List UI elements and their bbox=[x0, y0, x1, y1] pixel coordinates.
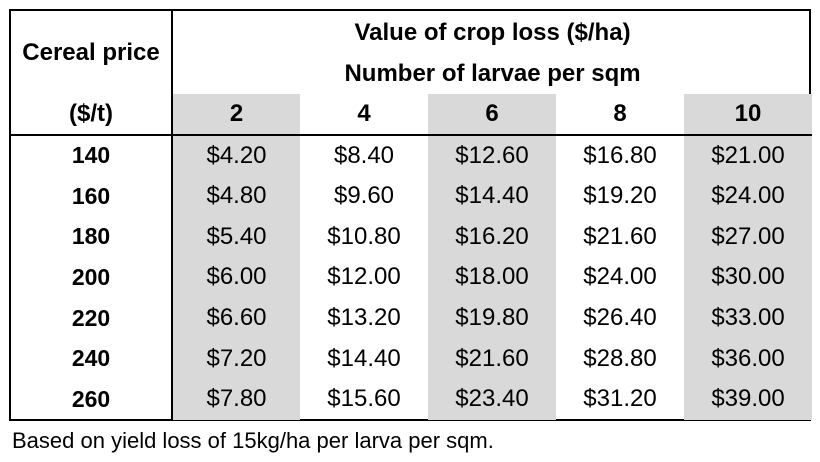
price-header: Cereal price bbox=[11, 11, 173, 94]
value-cell: $18.00 bbox=[428, 257, 556, 298]
value-cell: $30.00 bbox=[684, 257, 813, 298]
density-header: 4 bbox=[300, 94, 428, 136]
value-cell: $21.60 bbox=[583, 222, 657, 250]
value-cell: $9.60 bbox=[333, 182, 395, 210]
value-cell: $39.00 bbox=[684, 379, 813, 420]
value-cell: $24.00 bbox=[684, 175, 813, 217]
value-cell: $5.40 bbox=[172, 216, 300, 258]
value-cell: $14.40 bbox=[428, 175, 556, 217]
table-row: 240 $7.20 $14.40 $21.60 $28.80 $36.00 bbox=[11, 338, 813, 380]
value-cell: $36.00 bbox=[684, 338, 813, 380]
table-row: 180 $5.40 $10.80 $16.20 $21.60 $27.00 bbox=[11, 216, 813, 258]
price-cell: 200 bbox=[11, 257, 173, 298]
value-cell: $23.40 bbox=[428, 379, 556, 420]
density-header: 8 bbox=[556, 94, 684, 136]
table-row: 200 $6.00 $12.00 $18.00 $24.00 $30.00 bbox=[11, 257, 813, 298]
value-cell: $31.20 bbox=[583, 385, 657, 413]
crop-loss-table: Cereal price Value of crop loss ($/ha) N… bbox=[9, 9, 813, 421]
table-subtitle: Number of larvae per sqm bbox=[344, 60, 641, 87]
value-cell: $24.00 bbox=[583, 263, 657, 291]
footnote: Based on yield loss of 15kg/ha per larva… bbox=[12, 428, 494, 453]
value-cell: $7.20 bbox=[172, 338, 300, 380]
value-cell: $12.00 bbox=[327, 263, 401, 291]
value-cell: $10.80 bbox=[327, 222, 401, 250]
density-header: 2 bbox=[172, 94, 300, 136]
table-title: Value of crop loss ($/ha) bbox=[354, 18, 631, 46]
price-cell: 260 bbox=[11, 379, 173, 420]
value-cell: $27.00 bbox=[684, 216, 813, 258]
price-cell: 140 bbox=[11, 135, 173, 176]
table-row: 260 $7.80 $15.60 $23.40 $31.20 $39.00 bbox=[11, 379, 813, 420]
value-cell: $16.20 bbox=[428, 216, 556, 258]
value-cell: $26.40 bbox=[583, 304, 657, 332]
table-row: 160 $4.80 $9.60 $14.40 $19.20 $24.00 bbox=[11, 175, 813, 217]
price-cell: 220 bbox=[11, 297, 173, 339]
value-cell: $14.40 bbox=[327, 344, 401, 372]
value-cell: $19.20 bbox=[583, 182, 657, 210]
price-cell: 180 bbox=[11, 216, 173, 258]
value-cell: $15.60 bbox=[327, 385, 401, 413]
value-cell: $4.20 bbox=[172, 135, 300, 176]
price-cell: 240 bbox=[11, 338, 173, 380]
price-header-label: Cereal price bbox=[22, 38, 160, 66]
table-row: 140 $4.20 $8.40 $12.60 $16.80 $21.00 bbox=[11, 135, 813, 176]
value-cell: $6.60 bbox=[172, 297, 300, 339]
value-cell: $21.60 bbox=[428, 338, 556, 380]
value-cell: $8.40 bbox=[333, 141, 395, 169]
value-cell: $13.20 bbox=[327, 304, 401, 332]
density-header: 6 bbox=[428, 94, 556, 136]
value-cell: $28.80 bbox=[583, 344, 657, 372]
crop-loss-grid: Cereal price Value of crop loss ($/ha) N… bbox=[11, 11, 813, 420]
price-unit-label: ($/t) bbox=[11, 94, 173, 136]
value-cell: $16.80 bbox=[583, 141, 657, 169]
value-cell: $7.80 bbox=[172, 379, 300, 420]
value-cell: $33.00 bbox=[684, 297, 813, 339]
value-cell: $21.00 bbox=[684, 135, 813, 176]
table-row: 220 $6.60 $13.20 $19.80 $26.40 $33.00 bbox=[11, 297, 813, 339]
value-cell: $12.60 bbox=[428, 135, 556, 176]
value-cell: $19.80 bbox=[428, 297, 556, 339]
value-cell: $6.00 bbox=[172, 257, 300, 298]
density-header: 10 bbox=[684, 94, 813, 136]
price-cell: 160 bbox=[11, 175, 173, 217]
value-cell: $4.80 bbox=[172, 175, 300, 217]
